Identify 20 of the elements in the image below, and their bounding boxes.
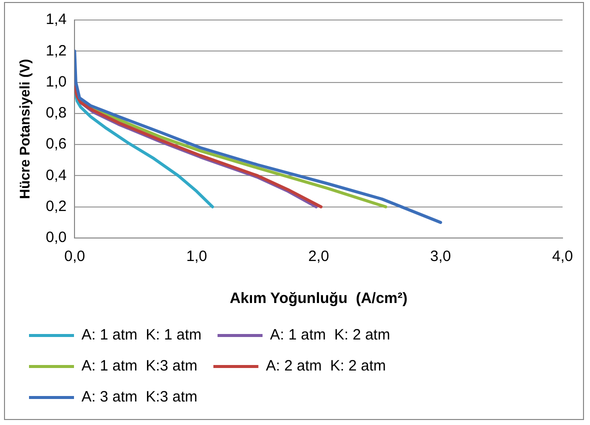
y-tick-label: 1,4 bbox=[46, 11, 67, 28]
legend-label: A: 2 atm K: 2 atm bbox=[266, 358, 386, 375]
y-tick-label: 1,2 bbox=[46, 42, 67, 60]
legend-label: A: 1 atm K: 2 atm bbox=[270, 326, 390, 344]
legend-label: A: 3 atm K:3 atm bbox=[82, 388, 198, 406]
x-tick-label: 3,0 bbox=[430, 248, 452, 266]
y-tick-label: 0,8 bbox=[46, 104, 67, 122]
x-tick-label: 1,0 bbox=[186, 248, 208, 266]
y-axis-title: Hücre Potansiyeli (V) bbox=[16, 58, 32, 200]
legend-label: A: 1 atm K:3 atm bbox=[82, 358, 198, 375]
x-tick-label: 4,0 bbox=[552, 248, 574, 266]
legend-label: A: 1 atm K: 1 atm bbox=[82, 326, 202, 344]
y-tick-label: 1,0 bbox=[46, 73, 67, 90]
y-tick-label: 0,2 bbox=[46, 198, 67, 215]
x-tick-label: 2,0 bbox=[308, 248, 330, 266]
y-tick-label: 0,4 bbox=[46, 166, 67, 184]
x-axis-title: Akım Yoğunluğu (A/cm²) bbox=[230, 290, 408, 308]
y-tick-label: 0,6 bbox=[46, 136, 67, 153]
x-tick-label: 0,0 bbox=[64, 248, 86, 266]
y-tick-label: 0,0 bbox=[46, 229, 67, 246]
